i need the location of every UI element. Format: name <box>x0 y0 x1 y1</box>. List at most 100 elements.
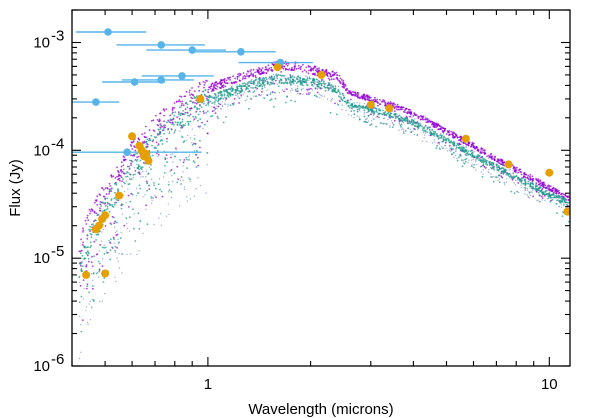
spectrum-point <box>416 121 419 124</box>
spectrum-point <box>537 191 540 194</box>
spectrum-point <box>492 167 495 170</box>
spectrum-point <box>345 88 347 91</box>
spectrum-point <box>89 232 92 235</box>
spectrum-point <box>102 228 105 231</box>
spectrum-point <box>188 107 190 110</box>
spectrum-point <box>539 180 542 183</box>
spectrum-point <box>543 194 546 197</box>
spectrum-point <box>495 176 498 179</box>
spectrum-point <box>236 76 239 78</box>
spectrum-point <box>421 115 424 118</box>
upper-limit-point <box>188 46 196 54</box>
spectrum-point <box>497 174 500 177</box>
spectrum-point <box>296 78 298 80</box>
spectrum-point <box>460 149 463 151</box>
spectrum-point <box>427 126 430 128</box>
spectrum-point <box>532 183 534 186</box>
spectrum-point <box>463 149 466 152</box>
spectrum-point <box>176 165 179 168</box>
spectrum-point <box>449 133 452 136</box>
spectrum-point <box>561 215 564 218</box>
spectrum-point <box>181 126 184 129</box>
spectrum-point <box>537 183 540 186</box>
spectrum-point <box>172 180 174 183</box>
spectrum-point <box>301 70 304 73</box>
spectrum-point <box>375 116 377 118</box>
spectrum-point <box>356 101 358 104</box>
spectrum-point <box>527 182 529 185</box>
spectrum-point <box>431 128 434 131</box>
spectrum-point <box>283 75 286 77</box>
spectrum-point <box>513 182 515 184</box>
spectrum-point <box>341 99 344 102</box>
spectrum-point <box>266 81 269 83</box>
spectrum-point <box>96 271 99 273</box>
spectrum-point <box>314 72 316 75</box>
spectrum-point <box>310 87 312 90</box>
spectrum-point <box>110 223 113 226</box>
spectrum-point <box>255 78 257 81</box>
spectrum-point <box>236 94 238 97</box>
spectrum-point <box>331 70 334 73</box>
spectrum-point <box>197 113 200 116</box>
spectrum-point <box>102 188 105 191</box>
spectrum-point <box>462 161 465 164</box>
spectrum-point <box>104 187 107 190</box>
spectrum-point <box>155 141 158 144</box>
spectrum-point <box>115 280 117 283</box>
spectrum-point <box>221 81 223 84</box>
spectrum-point <box>490 152 493 155</box>
spectrum-point <box>152 139 155 141</box>
y-tick-labels: 10-610-510-410-3 <box>33 28 64 376</box>
spectrum-point <box>460 155 462 157</box>
spectrum-point <box>261 77 263 80</box>
spectrum-point <box>424 124 427 127</box>
spectrum-point <box>485 162 488 164</box>
spectrum-point <box>432 132 435 135</box>
spectrum-point <box>173 172 176 175</box>
spectrum-point <box>84 219 87 222</box>
spectrum-point <box>372 99 374 102</box>
spectrum-point <box>318 67 320 69</box>
spectrum-point <box>113 226 116 228</box>
spectrum-point <box>410 130 412 132</box>
spectrum-point <box>465 145 467 147</box>
spectrum-point <box>130 159 133 162</box>
spectrum-point <box>301 84 304 86</box>
spectrum-point <box>389 125 391 127</box>
spectrum-point <box>121 185 123 187</box>
spectrum-point <box>91 265 94 267</box>
spectrum-point <box>537 188 539 191</box>
spectrum-point <box>157 143 160 146</box>
spectrum-point <box>244 85 247 88</box>
spectrum-point <box>334 87 337 90</box>
spectrum-point <box>383 99 386 102</box>
spectrum-point <box>350 98 352 101</box>
spectrum-point <box>422 118 424 121</box>
spectrum-point <box>418 115 420 118</box>
spectrum-point <box>90 244 92 247</box>
spectrum-point <box>260 79 262 82</box>
spectrum-point <box>203 84 206 86</box>
spectrum-point <box>312 80 314 82</box>
spectrum-point <box>253 95 255 97</box>
spectrum-point <box>517 171 520 174</box>
spectrum-point <box>442 147 444 150</box>
spectrum-point <box>482 165 484 167</box>
spectrum-point <box>555 195 558 197</box>
spectrum-point <box>330 75 333 78</box>
spectrum-point <box>90 236 93 238</box>
spectrum-point <box>212 96 214 98</box>
spectrum-point <box>114 177 117 179</box>
spectrum-point <box>503 171 505 173</box>
spectrum-point <box>134 173 136 176</box>
spectrum-point <box>374 98 376 101</box>
spectrum-point <box>180 135 183 137</box>
spectrum-point <box>384 122 386 125</box>
spectrum-point <box>119 237 122 240</box>
spectrum-point <box>219 97 222 99</box>
spectrum-point <box>369 96 371 99</box>
spectrum-point <box>205 104 208 107</box>
spectrum-point <box>565 195 568 198</box>
spectrum-point <box>247 71 250 73</box>
